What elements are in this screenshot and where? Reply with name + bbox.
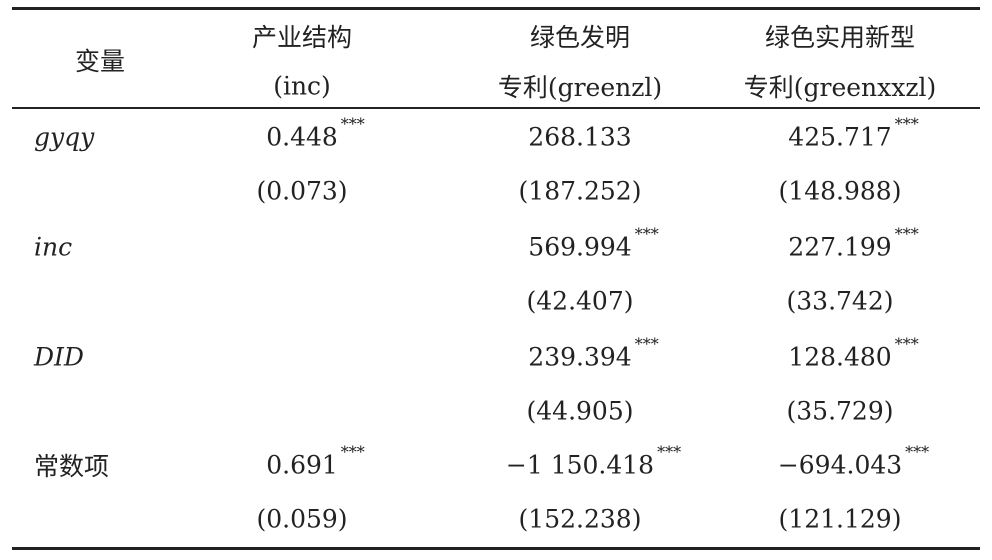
significance-stars: *** <box>894 114 919 134</box>
bottom-rule <box>12 547 980 550</box>
standard-error: (33.742) <box>786 286 894 316</box>
standard-error: (0.073) <box>256 176 348 206</box>
top-rule <box>12 7 980 10</box>
standard-error: (42.407) <box>526 286 634 316</box>
significance-stars: *** <box>894 334 919 354</box>
header-cell: 绿色发明 <box>529 23 631 52</box>
coefficient: 0.448 *** <box>266 114 365 152</box>
coefficient: 0.691 *** <box>266 442 365 480</box>
standard-error: (121.129) <box>778 504 902 534</box>
header-cell: 绿色实用新型 <box>764 23 916 52</box>
header-rule <box>12 107 980 109</box>
standard-error: (187.252) <box>518 176 642 206</box>
row-label: inc <box>34 232 73 262</box>
coefficient: 268.133 <box>528 122 632 152</box>
significance-stars: *** <box>340 114 365 134</box>
coefficient: 128.480 *** <box>788 334 919 372</box>
significance-stars: *** <box>634 224 659 244</box>
standard-error: (44.905) <box>526 396 634 426</box>
coefficient: 239.394 *** <box>528 334 659 372</box>
standard-error: (152.238) <box>518 504 642 534</box>
coefficient: 569.994 *** <box>528 224 659 262</box>
header-cell: 产业结构 <box>251 23 353 52</box>
row-label: gyqy <box>34 122 95 152</box>
significance-stars: *** <box>634 334 659 354</box>
significance-stars: *** <box>894 224 919 244</box>
header-cell: 专利(greenzl) <box>497 73 663 102</box>
coefficient: −694.043 *** <box>777 442 930 480</box>
header-cell: 专利(greenxxzl) <box>743 73 937 102</box>
coefficient: −1 150.418 *** <box>505 442 682 480</box>
significance-stars: *** <box>905 442 930 462</box>
standard-error: (35.729) <box>786 396 894 426</box>
standard-error: (148.988) <box>778 176 902 206</box>
header-cell: (inc) <box>273 71 331 101</box>
coefficient: 425.717 *** <box>788 114 919 152</box>
row-label: 常数项 <box>34 452 110 481</box>
header-cell: 变量 <box>74 47 126 76</box>
row-label: DID <box>34 342 84 372</box>
coefficient: 227.199 *** <box>788 224 919 262</box>
significance-stars: *** <box>657 442 682 462</box>
standard-error: (0.059) <box>256 504 348 534</box>
significance-stars: *** <box>340 442 365 462</box>
